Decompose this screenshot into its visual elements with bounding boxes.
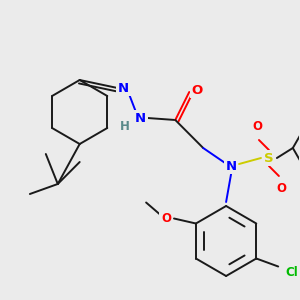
Text: N: N: [118, 82, 129, 94]
Text: O: O: [161, 212, 171, 225]
Text: H: H: [120, 119, 129, 133]
Text: N: N: [135, 112, 146, 124]
Text: N: N: [226, 160, 237, 172]
Text: Cl: Cl: [286, 266, 298, 279]
Text: O: O: [276, 182, 286, 196]
Text: S: S: [264, 152, 274, 164]
Text: O: O: [192, 83, 203, 97]
Text: O: O: [252, 121, 262, 134]
